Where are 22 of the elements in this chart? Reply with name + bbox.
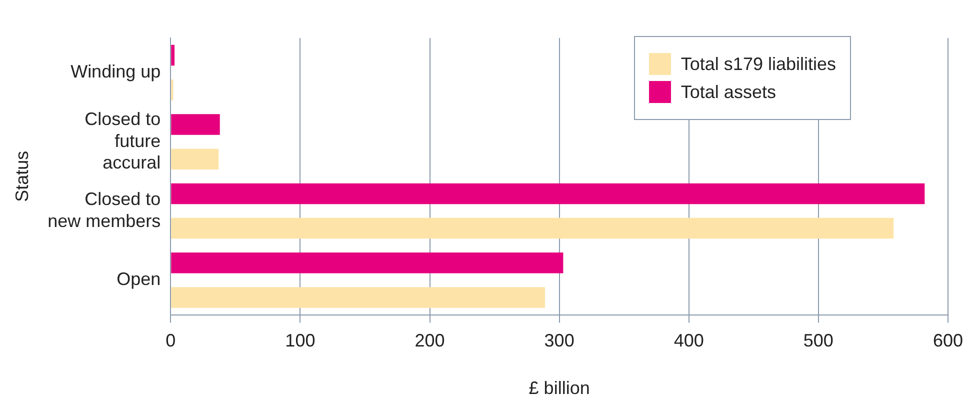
- x-tick-label: 300: [544, 330, 574, 351]
- bar: [171, 183, 925, 204]
- x-tick-label: 100: [285, 330, 316, 351]
- x-tick-label: 400: [674, 330, 704, 351]
- x-axis-title: £ billion: [528, 378, 590, 398]
- x-tick-label: 0: [166, 330, 176, 351]
- y-tick-label: Winding up: [70, 62, 161, 82]
- bar: [171, 148, 219, 170]
- legend-label: Total s179 liabilities: [680, 54, 836, 74]
- bar: [171, 114, 220, 135]
- x-tick-label: 600: [932, 330, 964, 351]
- bar: [171, 287, 546, 308]
- bar: [171, 252, 564, 274]
- y-tick-label: Open: [116, 269, 161, 290]
- x-tick-label: 500: [803, 330, 834, 351]
- y-tick-label: Closed to new members: [48, 189, 161, 231]
- x-tick-label: 200: [414, 330, 445, 351]
- legend-label: Total assets: [680, 82, 776, 102]
- y-axis-title: Status: [12, 150, 32, 202]
- y-tick-label: Closed to future accural: [84, 109, 161, 172]
- bar: [171, 218, 894, 239]
- bar: [171, 44, 175, 66]
